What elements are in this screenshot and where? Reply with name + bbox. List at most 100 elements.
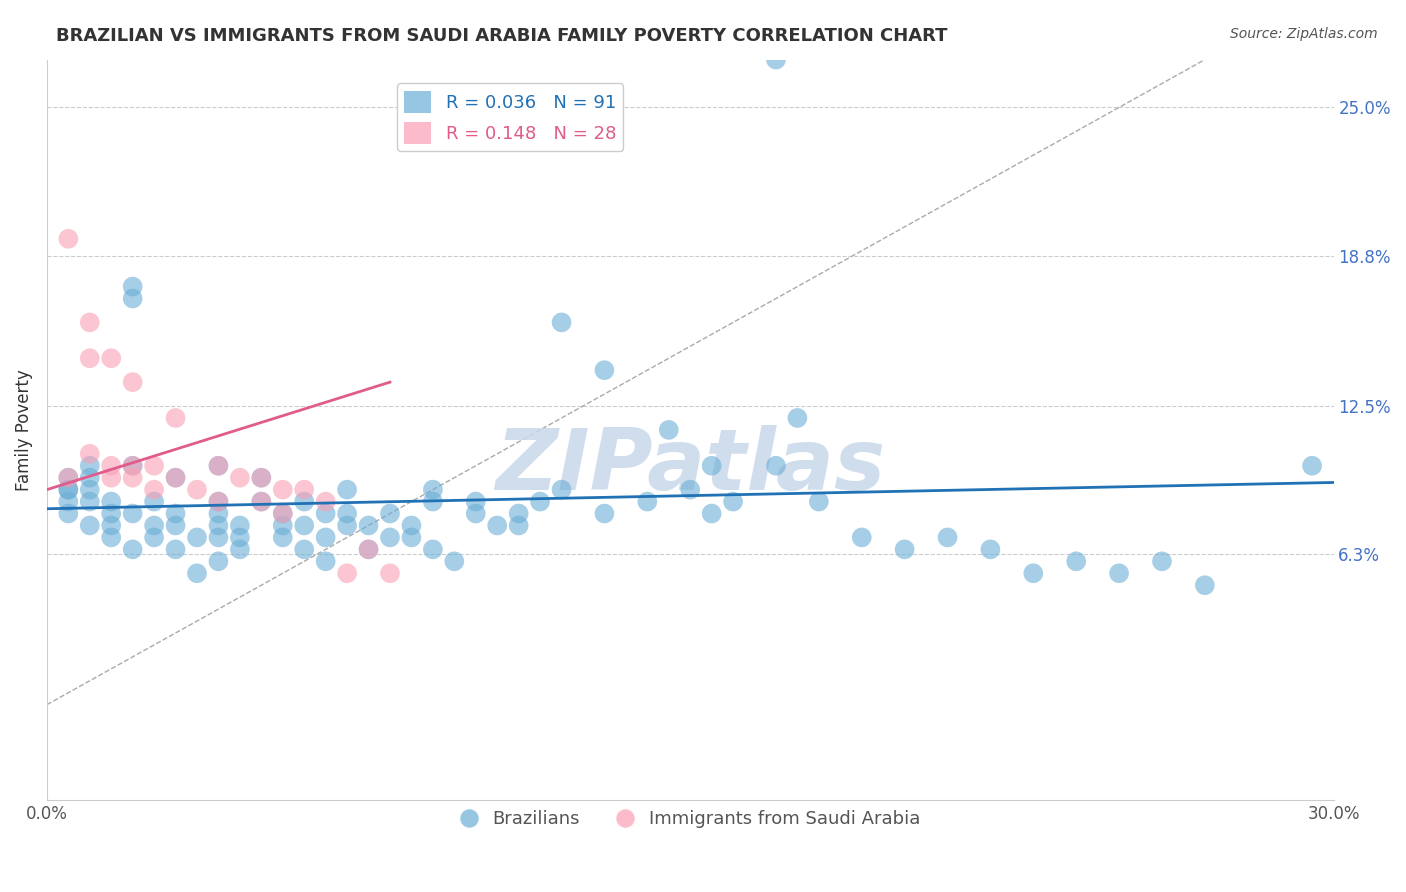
Immigrants from Saudi Arabia (357, 542, 380, 557)
Brazilians (229, 530, 252, 544)
Brazilians (207, 458, 229, 473)
Brazilians (1150, 554, 1173, 568)
Brazilians (658, 423, 681, 437)
Brazilians (464, 494, 486, 508)
Brazilians (765, 53, 787, 67)
Brazilians (422, 542, 444, 557)
Brazilians (315, 554, 337, 568)
Brazilians (100, 518, 122, 533)
Brazilians (550, 315, 572, 329)
Brazilians (100, 507, 122, 521)
Brazilians (121, 292, 143, 306)
Immigrants from Saudi Arabia (207, 458, 229, 473)
Brazilians (207, 530, 229, 544)
Brazilians (79, 494, 101, 508)
Immigrants from Saudi Arabia (58, 471, 80, 485)
Immigrants from Saudi Arabia (58, 232, 80, 246)
Brazilians (229, 518, 252, 533)
Immigrants from Saudi Arabia (315, 494, 337, 508)
Brazilians (357, 518, 380, 533)
Brazilians (165, 542, 187, 557)
Brazilians (508, 507, 530, 521)
Brazilians (315, 530, 337, 544)
Immigrants from Saudi Arabia (165, 471, 187, 485)
Brazilians (186, 566, 208, 581)
Brazilians (292, 518, 315, 533)
Text: Source: ZipAtlas.com: Source: ZipAtlas.com (1230, 27, 1378, 41)
Immigrants from Saudi Arabia (250, 471, 273, 485)
Brazilians (721, 494, 744, 508)
Brazilians (186, 530, 208, 544)
Immigrants from Saudi Arabia (100, 351, 122, 366)
Y-axis label: Family Poverty: Family Poverty (15, 369, 32, 491)
Brazilians (422, 494, 444, 508)
Brazilians (315, 507, 337, 521)
Legend: Brazilians, Immigrants from Saudi Arabia: Brazilians, Immigrants from Saudi Arabia (453, 803, 928, 836)
Brazilians (207, 507, 229, 521)
Brazilians (593, 507, 616, 521)
Brazilians (121, 507, 143, 521)
Brazilians (486, 518, 509, 533)
Immigrants from Saudi Arabia (292, 483, 315, 497)
Immigrants from Saudi Arabia (336, 566, 359, 581)
Brazilians (1301, 458, 1323, 473)
Brazilians (765, 458, 787, 473)
Brazilians (679, 483, 702, 497)
Brazilians (357, 542, 380, 557)
Immigrants from Saudi Arabia (165, 411, 187, 425)
Brazilians (58, 507, 80, 521)
Immigrants from Saudi Arabia (229, 471, 252, 485)
Immigrants from Saudi Arabia (100, 471, 122, 485)
Brazilians (979, 542, 1001, 557)
Brazilians (292, 542, 315, 557)
Brazilians (893, 542, 915, 557)
Immigrants from Saudi Arabia (207, 494, 229, 508)
Brazilians (165, 471, 187, 485)
Brazilians (464, 507, 486, 521)
Immigrants from Saudi Arabia (79, 351, 101, 366)
Brazilians (100, 530, 122, 544)
Brazilians (271, 530, 294, 544)
Brazilians (508, 518, 530, 533)
Brazilians (79, 471, 101, 485)
Brazilians (58, 483, 80, 497)
Brazilians (79, 518, 101, 533)
Brazilians (271, 507, 294, 521)
Brazilians (336, 507, 359, 521)
Brazilians (401, 530, 423, 544)
Brazilians (58, 494, 80, 508)
Brazilians (250, 494, 273, 508)
Brazilians (292, 494, 315, 508)
Brazilians (1108, 566, 1130, 581)
Brazilians (100, 494, 122, 508)
Brazilians (593, 363, 616, 377)
Brazilians (1064, 554, 1087, 568)
Brazilians (936, 530, 959, 544)
Immigrants from Saudi Arabia (121, 375, 143, 389)
Brazilians (121, 279, 143, 293)
Brazilians (143, 518, 166, 533)
Brazilians (58, 483, 80, 497)
Brazilians (1022, 566, 1045, 581)
Brazilians (121, 542, 143, 557)
Brazilians (143, 494, 166, 508)
Brazilians (1194, 578, 1216, 592)
Text: ZIPatlas: ZIPatlas (495, 425, 886, 508)
Brazilians (700, 507, 723, 521)
Immigrants from Saudi Arabia (250, 494, 273, 508)
Brazilians (271, 518, 294, 533)
Brazilians (401, 518, 423, 533)
Brazilians (786, 411, 808, 425)
Immigrants from Saudi Arabia (271, 507, 294, 521)
Brazilians (636, 494, 658, 508)
Immigrants from Saudi Arabia (79, 315, 101, 329)
Brazilians (58, 471, 80, 485)
Brazilians (422, 483, 444, 497)
Immigrants from Saudi Arabia (100, 458, 122, 473)
Immigrants from Saudi Arabia (271, 483, 294, 497)
Brazilians (336, 518, 359, 533)
Brazilians (700, 458, 723, 473)
Immigrants from Saudi Arabia (378, 566, 401, 581)
Brazilians (529, 494, 551, 508)
Brazilians (207, 518, 229, 533)
